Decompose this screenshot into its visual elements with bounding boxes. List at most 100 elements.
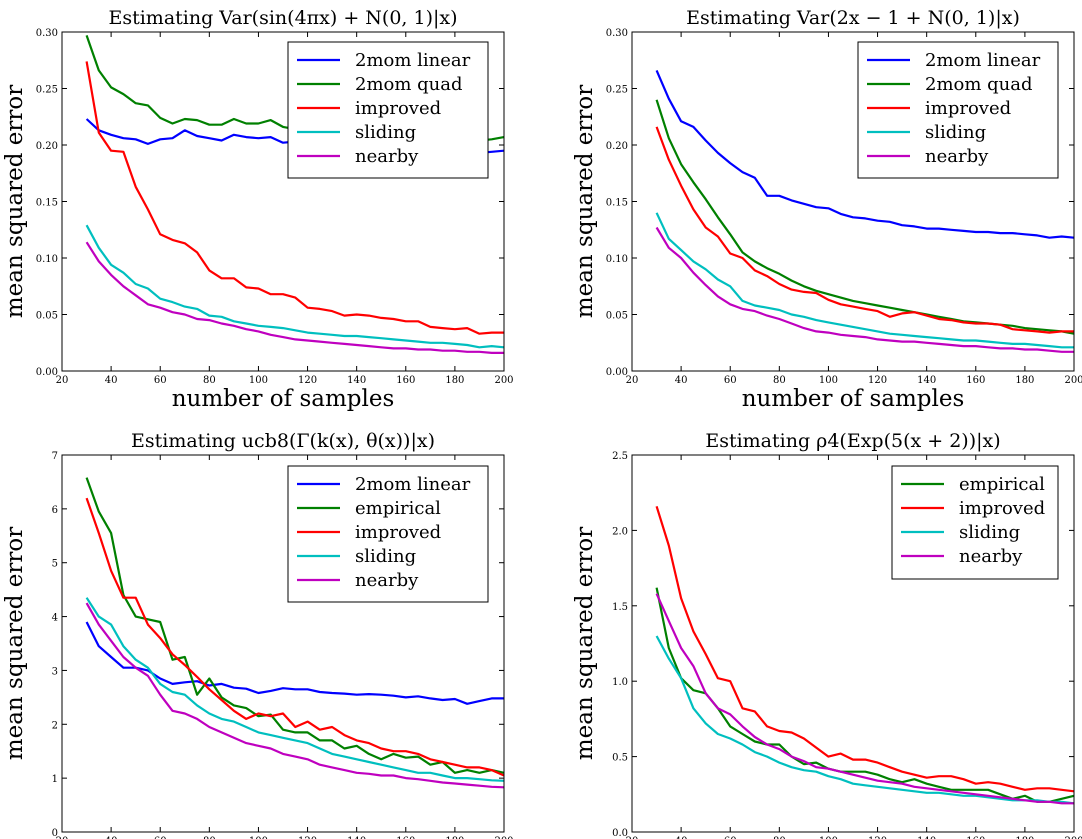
legend-label: nearby <box>355 570 419 591</box>
series-line-sliding <box>85 597 505 782</box>
x-tick-label: 100 <box>249 375 268 386</box>
x-tick-label: 40 <box>675 375 688 386</box>
y-tick-label: 0.10 <box>606 254 628 265</box>
series-line-empirical <box>655 587 1075 803</box>
series-line-improved <box>85 497 505 777</box>
y-tick-label: 0.05 <box>36 311 58 322</box>
chart-panel-4: 20 40 60 80 100 120 140 160 180 200 0.0 0.5 1.0 1.5 2.… <box>572 430 1082 839</box>
series-line-2mom-linear <box>85 621 504 705</box>
x-tick-label: 40 <box>105 836 118 839</box>
y-tick-label: 0.20 <box>36 141 58 152</box>
x-tick-label: 100 <box>819 836 838 839</box>
x-tick-label: 60 <box>154 836 167 839</box>
legend-label: improved <box>355 98 441 119</box>
x-tick-label: 20 <box>56 375 69 386</box>
x-tick-label: 60 <box>154 375 167 386</box>
series-line-sliding <box>655 635 1075 805</box>
y-axis-label: mean squared error <box>2 85 28 318</box>
series-line-sliding <box>655 212 1074 349</box>
y-tick-label: 1.5 <box>612 602 628 613</box>
x-axis-label: number of samples <box>172 386 395 412</box>
y-tick-label: 5 <box>52 559 58 570</box>
series-line-improved <box>655 126 1074 334</box>
x-tick-label: 80 <box>773 836 786 839</box>
y-tick-label: 3 <box>52 666 58 677</box>
x-axis-label: number of samples <box>742 386 965 412</box>
legend-label: improved <box>925 98 1011 119</box>
x-tick-label: 200 <box>494 375 513 386</box>
y-tick-label: 6 <box>52 505 58 516</box>
x-tick-label: 80 <box>203 836 216 839</box>
y-tick-label: 2 <box>52 720 58 731</box>
y-tick-label: 2.5 <box>612 451 628 462</box>
legend-label: 2mom linear <box>355 50 471 71</box>
x-tick-label: 140 <box>347 375 366 386</box>
x-tick-label: 200 <box>1064 375 1082 386</box>
x-tick-label: 80 <box>773 375 786 386</box>
series-line-nearby <box>85 241 504 354</box>
series-line-nearby <box>655 593 1074 805</box>
chart-panel-3: 20 40 60 80 100 120 140 160 180 200 0 1 2 3 4 5 6 7 Estima… <box>2 430 514 839</box>
legend-label: empirical <box>959 474 1045 495</box>
y-tick-label: 0.20 <box>606 141 628 152</box>
legend-label: 2mom linear <box>925 50 1041 71</box>
legend-label: sliding <box>355 122 416 143</box>
series-line-nearby <box>85 602 505 789</box>
x-tick-label: 200 <box>1064 836 1082 839</box>
legend: empirical improved sliding nearby <box>891 465 1059 580</box>
series-line-improved <box>655 505 1075 793</box>
x-tick-label: 120 <box>868 836 887 839</box>
x-tick-label: 60 <box>724 836 737 839</box>
series-line-nearby <box>655 226 1074 353</box>
y-axis-label: mean squared error <box>2 527 28 760</box>
x-tick-label: 160 <box>966 375 985 386</box>
chart-panel-1: 20 40 60 80 100 120 140 160 180 200 0.00 0.05 0.10 0.… <box>2 7 514 412</box>
legend-label: nearby <box>925 146 989 167</box>
y-tick-label: 1.0 <box>612 677 628 688</box>
y-tick-label: 0.5 <box>612 753 628 764</box>
y-tick-label: 0 <box>52 828 58 839</box>
chart-title: Estimating Var(2x − 1 + N(0, 1)|x) <box>686 7 1020 29</box>
y-tick-label: 0.00 <box>606 367 628 378</box>
x-tick-label: 160 <box>396 836 415 839</box>
y-tick-label: 0.25 <box>36 85 58 96</box>
chart-title: Estimating Var(sin(4πx) + N(0, 1)|x) <box>108 7 457 29</box>
x-tick-label: 180 <box>1015 836 1034 839</box>
series-line-2mom-linear <box>655 69 1075 239</box>
legend-label: sliding <box>355 546 416 567</box>
chart-title: Estimating ρ4(Exp(5(x + 2))|x) <box>705 430 1000 452</box>
y-tick-label: 0.15 <box>606 198 628 209</box>
y-axis-label: mean squared error <box>572 527 598 760</box>
legend: 2mom linear 2mom quad improved sliding nearb… <box>287 41 489 179</box>
x-tick-label: 180 <box>445 375 464 386</box>
legend-label: 2mom linear <box>355 474 471 495</box>
x-tick-label: 20 <box>626 375 639 386</box>
plot-frame <box>61 454 505 833</box>
x-tick-label: 100 <box>249 836 268 839</box>
y-tick-label: 0.10 <box>36 254 58 265</box>
y-tick-label: 0.00 <box>36 367 58 378</box>
y-tick-label: 1 <box>52 774 58 785</box>
y-tick-label: 7 <box>52 451 58 462</box>
y-axis-label: mean squared error <box>572 85 598 318</box>
x-tick-label: 180 <box>445 836 464 839</box>
legend-label: improved <box>959 498 1045 519</box>
series-line-improved <box>85 61 504 335</box>
legend-label: improved <box>355 522 441 543</box>
legend-box <box>287 41 489 179</box>
legend-label: 2mom quad <box>355 74 463 95</box>
y-tick-label: 4 <box>52 613 58 624</box>
legend: 2mom linear 2mom quad improved sliding nearb… <box>857 41 1059 179</box>
x-tick-label: 120 <box>298 375 317 386</box>
x-tick-label: 180 <box>1015 375 1034 386</box>
x-tick-label: 40 <box>675 836 688 839</box>
x-tick-label: 80 <box>203 375 216 386</box>
x-tick-label: 100 <box>819 375 838 386</box>
legend: 2mom linear empirical improved sliding nearb… <box>287 465 489 603</box>
x-tick-label: 140 <box>917 836 936 839</box>
legend-label: sliding <box>925 122 986 143</box>
chart-title: Estimating ucb8(Γ(k(x), θ(x))|x) <box>131 430 435 452</box>
x-tick-label: 20 <box>56 836 69 839</box>
y-tick-label: 0.0 <box>612 828 628 839</box>
